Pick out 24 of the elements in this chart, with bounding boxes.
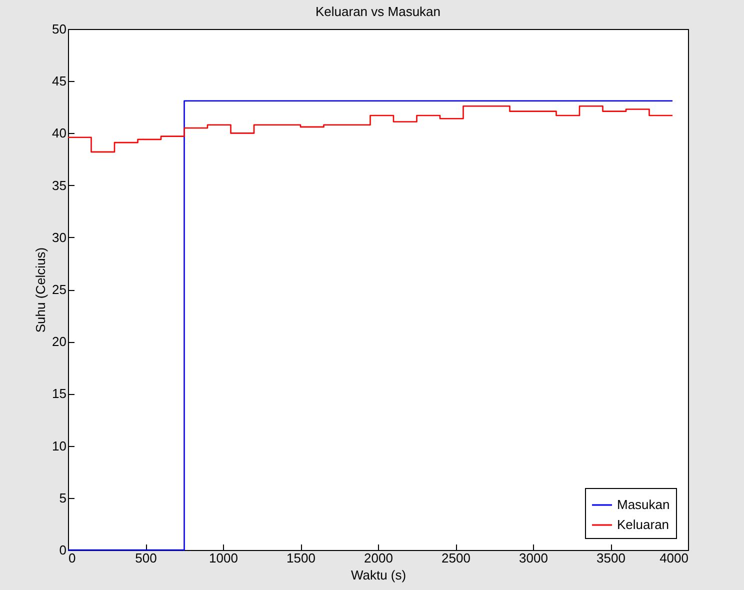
x-axis-title: Waktu (s) [350, 568, 406, 582]
y-tick-label: 40 [52, 126, 66, 141]
y-tick-label: 35 [52, 178, 66, 193]
y-tick-label: 25 [52, 282, 66, 297]
x-tick-label: 1500 [286, 550, 316, 566]
y-tick-label: 5 [59, 490, 66, 506]
y-tick-label: 30 [52, 230, 66, 245]
y-tick-label: 50 [52, 22, 66, 36]
y-tick-label: 15 [52, 386, 66, 402]
y-axis-title: Suhu (Celcius) [33, 247, 48, 333]
y-tick-label: 45 [52, 74, 66, 89]
x-tick-label: 500 [135, 550, 157, 566]
x-tick-label: 2500 [442, 550, 470, 566]
y-tick-label: 10 [52, 438, 66, 454]
x-tick-label: 3500 [596, 550, 626, 566]
x-tick-label: 3000 [519, 550, 548, 566]
legend-label: Masukan [617, 497, 670, 512]
legend-label: Keluaran [617, 517, 670, 532]
x-tick-label: 0 [68, 550, 76, 566]
chart-title: Keluaran vs Masukan [315, 4, 441, 19]
y-tick-label: 20 [52, 334, 66, 350]
x-tick-label: 2000 [364, 550, 393, 566]
x-tick-label: 4000 [660, 550, 688, 566]
x-tick-label: 1000 [209, 550, 238, 566]
